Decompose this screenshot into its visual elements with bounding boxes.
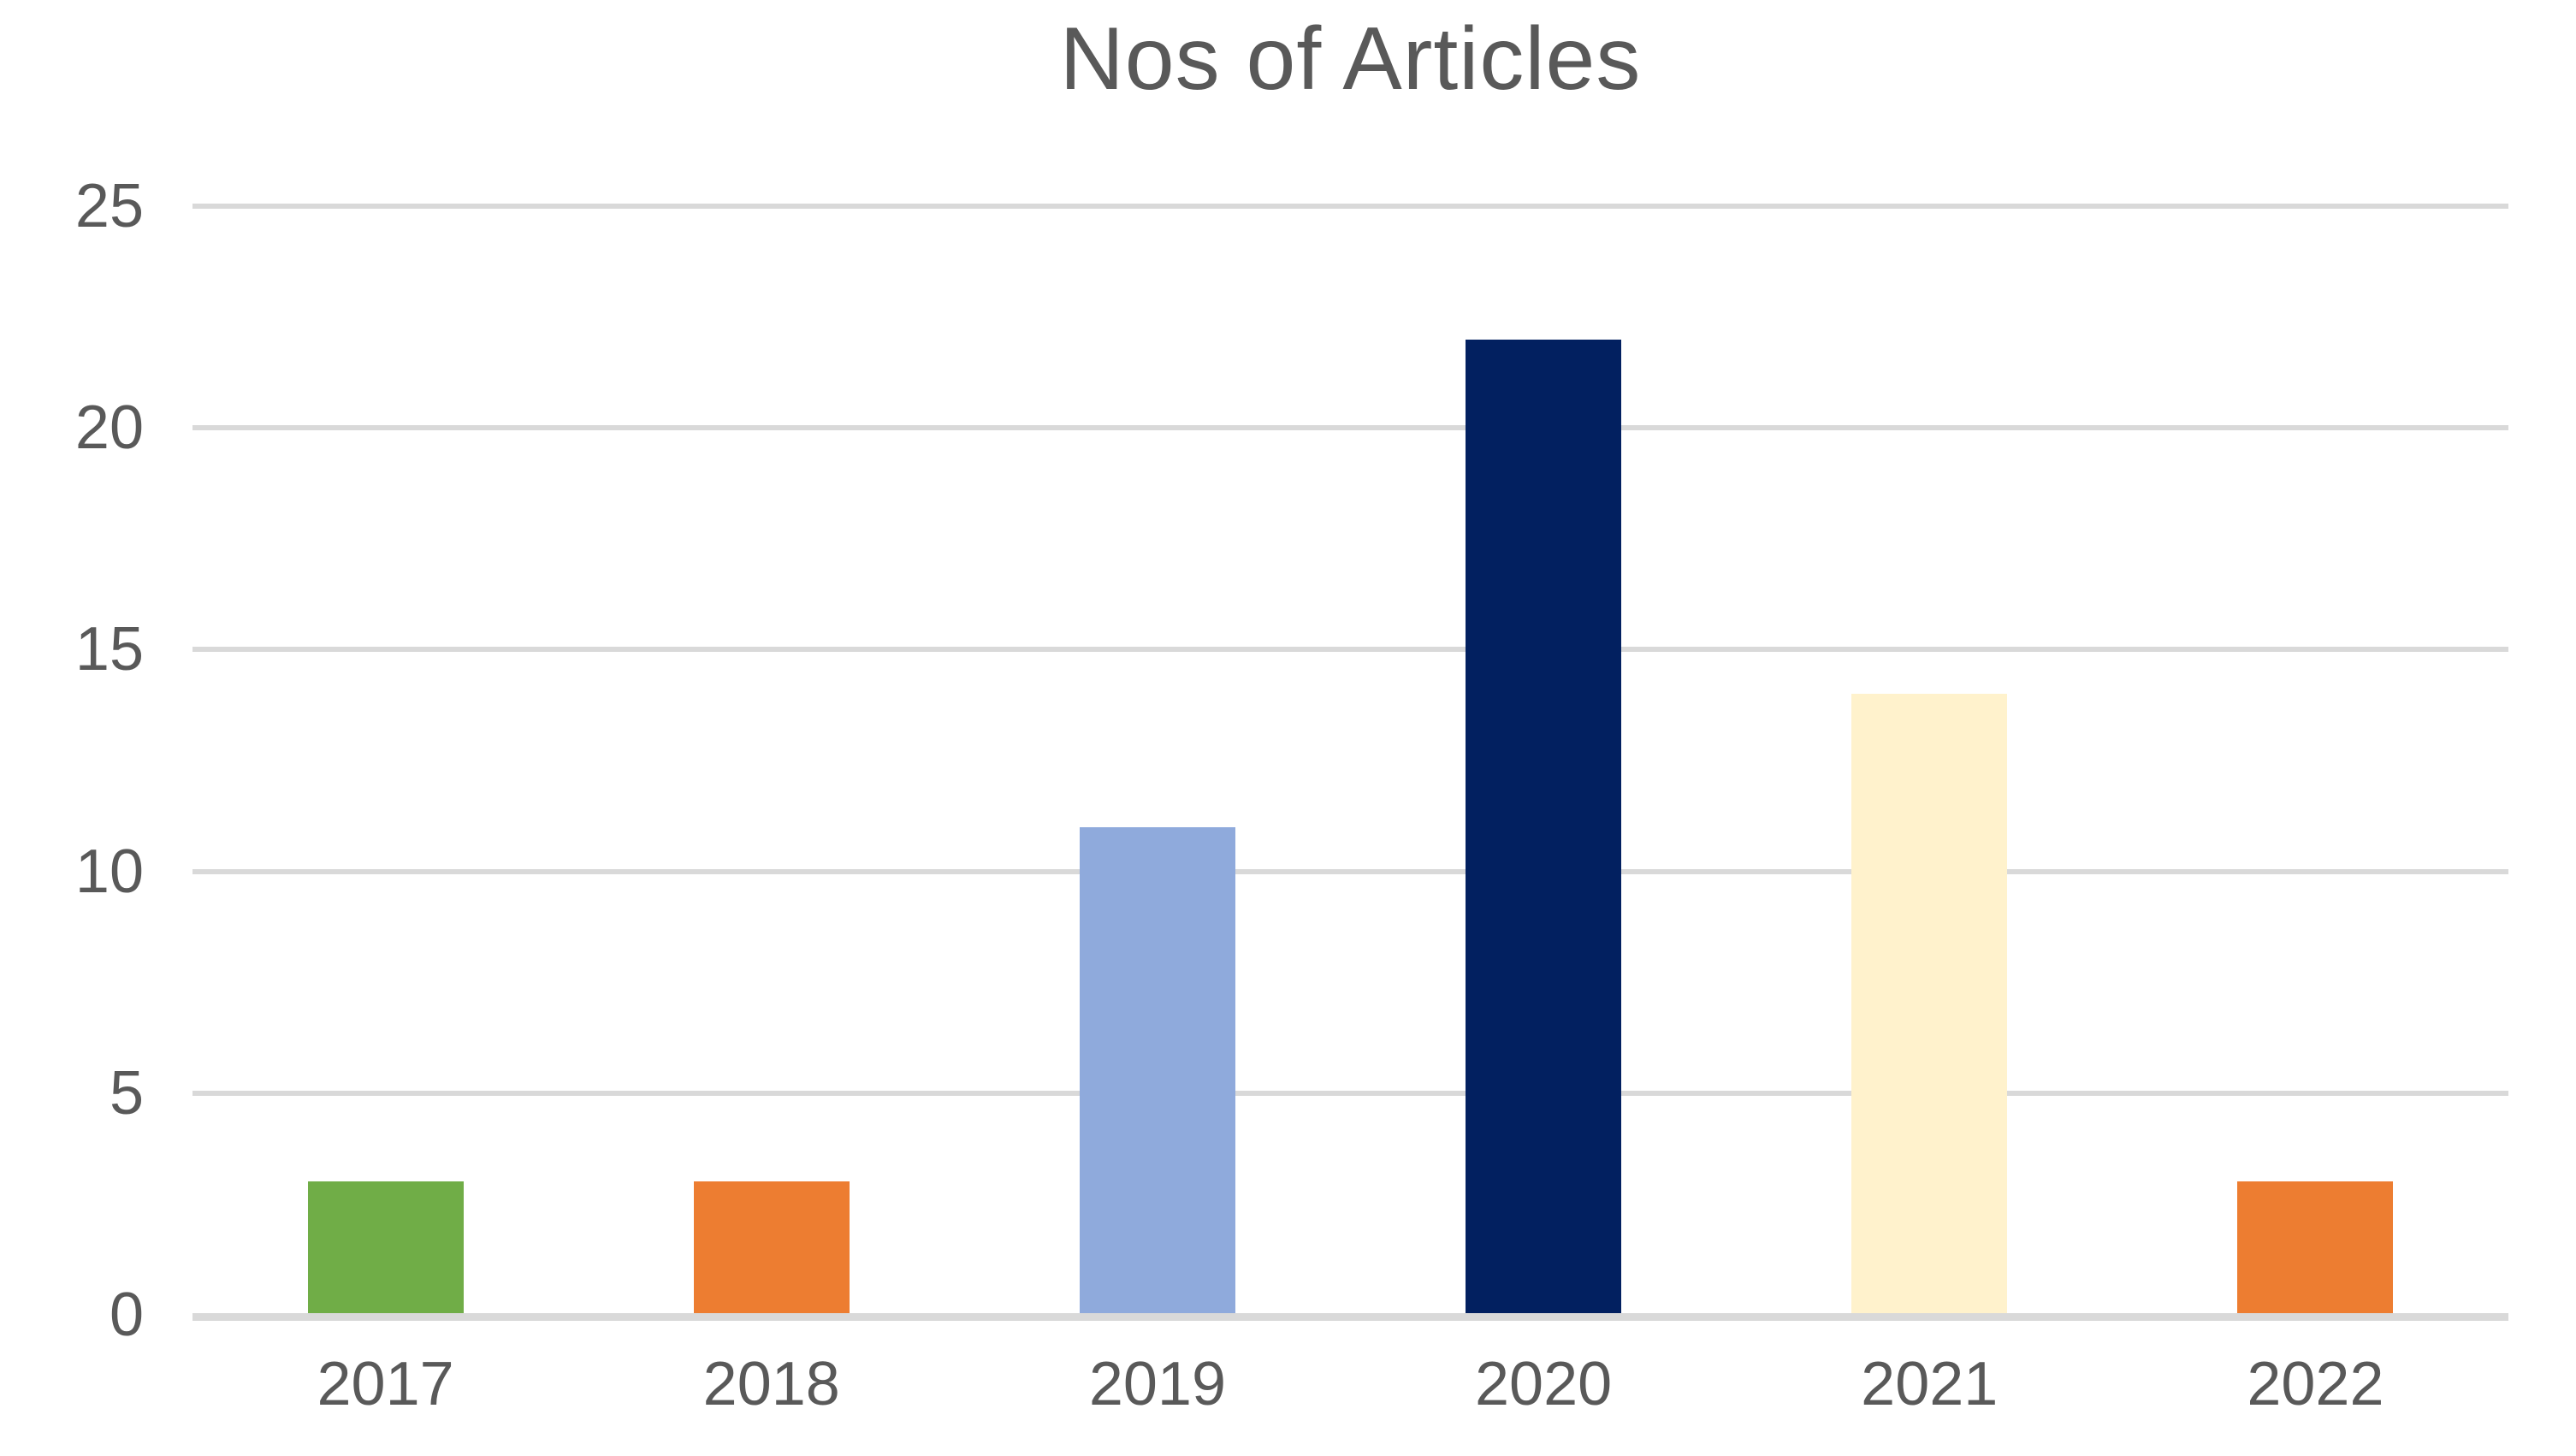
x-axis-line xyxy=(192,1313,2508,1321)
y-axis-tick-label-5: 5 xyxy=(109,1058,144,1128)
chart-title: Nos of Articles xyxy=(1059,9,1642,109)
x-axis-label-2017: 2017 xyxy=(317,1350,454,1418)
y-axis-tick-label-25: 25 xyxy=(74,172,144,240)
gridline-y-15 xyxy=(192,647,2508,653)
gridline-y-20 xyxy=(192,425,2508,431)
bar-2017 xyxy=(307,1181,464,1315)
x-axis-label-2021: 2021 xyxy=(1861,1350,1999,1418)
gridline-y-25 xyxy=(192,204,2508,209)
y-axis-tick-label-0: 0 xyxy=(109,1281,144,1349)
bar-2022 xyxy=(2237,1181,2394,1315)
bar-2021 xyxy=(1851,694,2008,1315)
x-axis-label-2018: 2018 xyxy=(702,1350,840,1418)
bar-2019 xyxy=(1079,826,1235,1315)
bar-2018 xyxy=(693,1181,850,1315)
y-axis-tick-label-10: 10 xyxy=(74,837,144,906)
y-axis-tick-label-20: 20 xyxy=(74,394,144,463)
gridline-y-10 xyxy=(192,868,2508,874)
x-axis-label-2020: 2020 xyxy=(1474,1350,1613,1418)
plot-area xyxy=(192,204,2508,1321)
y-axis-tick-label-15: 15 xyxy=(74,615,144,684)
x-axis-label-2022: 2022 xyxy=(2247,1350,2384,1418)
x-axis-label-2019: 2019 xyxy=(1088,1350,1226,1418)
bar-2020 xyxy=(1466,339,1622,1315)
gridline-y-5 xyxy=(192,1090,2508,1096)
